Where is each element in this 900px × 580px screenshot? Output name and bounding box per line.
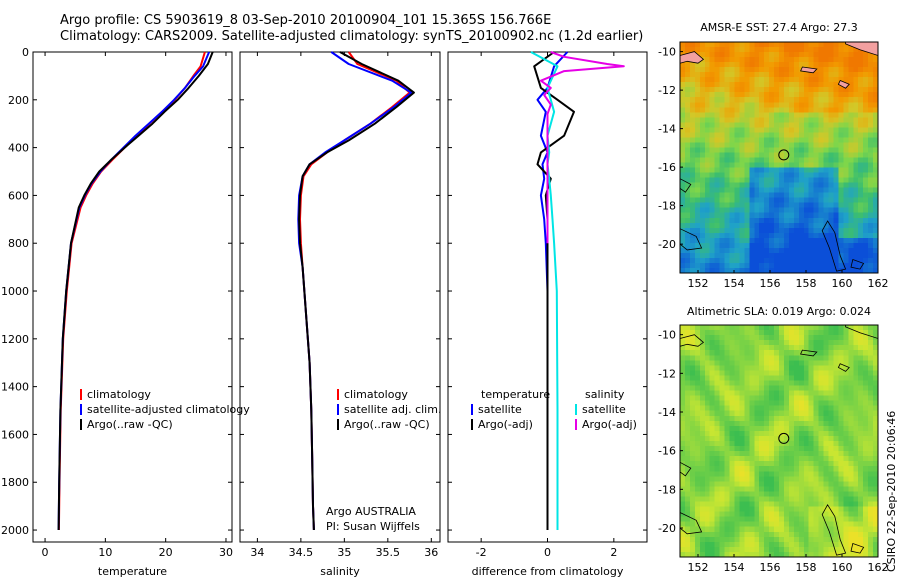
legend-entry: satellite [478, 403, 522, 416]
series-line [57, 51, 211, 531]
x-tick-label: 35.5 [376, 546, 401, 559]
map-title: AMSR-E SST: 27.4 Argo: 27.3 [700, 21, 858, 34]
series-line [536, 51, 569, 530]
coastline [821, 220, 847, 272]
y-tick-label: -20 [658, 522, 676, 535]
series-line [57, 51, 214, 531]
argo-position-marker [778, 149, 790, 161]
y-tick-label: 0 [22, 46, 29, 59]
x-tick-label: 158 [796, 561, 817, 574]
y-tick-label: 200 [8, 94, 29, 107]
y-tick-label: 1200 [1, 333, 29, 346]
y-tick-label: 400 [8, 142, 29, 155]
profile-panel-3: -2 0 2 difference from climatology temperatu… [447, 51, 648, 578]
x-tick-label: 162 [868, 277, 889, 290]
coastline [800, 66, 818, 74]
y-tick-label: -12 [658, 367, 676, 380]
x-tick-label: 0 [544, 546, 551, 559]
legend-entry: Argo(-adj) [478, 418, 533, 431]
y-tick-label: -18 [658, 200, 676, 213]
coastline [800, 349, 818, 357]
series-line [533, 51, 575, 530]
series-line [299, 51, 411, 531]
x-axis-label: difference from climatology [472, 565, 624, 578]
map-field [680, 42, 879, 274]
legend-entry: Argo(..raw -QC) [344, 418, 430, 431]
x-tick-label: 35 [337, 546, 351, 559]
series-line [298, 51, 415, 531]
argo-position-marker [778, 432, 790, 444]
x-tick-label: 36 [424, 546, 438, 559]
x-tick-label: 162 [868, 561, 889, 574]
y-tick-label: -16 [658, 161, 676, 174]
coastline [821, 504, 847, 556]
coastline [850, 258, 865, 270]
x-axis-label: temperature [98, 565, 167, 578]
x-tick-label: 154 [724, 277, 745, 290]
y-tick-label: -10 [658, 46, 676, 59]
legend-entry: Argo(-adj) [582, 418, 637, 431]
x-tick-label: 152 [688, 561, 709, 574]
annotation-line: PI: Susan Wijffels [326, 520, 420, 533]
x-axis-label: salinity [320, 565, 360, 578]
series-line [297, 51, 413, 531]
credit-label: CSIRO 22-Sep-2010 20:06:46 [885, 410, 898, 572]
y-tick-label: -18 [658, 483, 676, 496]
series-line [539, 51, 625, 244]
y-tick-label: -20 [658, 238, 676, 251]
x-tick-label: 156 [760, 277, 781, 290]
coastline [837, 79, 850, 89]
map-frame [679, 324, 879, 558]
map-panel-2: Altimetric SLA: 0.019 Argo: 0.024 152 154 1… [658, 305, 888, 574]
plot-frame [239, 51, 441, 543]
series-line [57, 51, 206, 531]
x-tick-label: 30 [219, 546, 233, 559]
legend-entry: climatology [344, 388, 408, 401]
y-tick-label: -12 [658, 84, 676, 97]
y-tick-label: -14 [658, 406, 676, 419]
y-tick-label: 1000 [1, 285, 29, 298]
x-tick-label: 0 [42, 546, 49, 559]
x-tick-label: 34.5 [289, 546, 314, 559]
x-tick-label: 160 [832, 561, 853, 574]
x-tick-label: -2 [476, 546, 487, 559]
profile-panel-2: 34 34.5 35 35.5 36 salinity climatology satelli… [239, 51, 441, 578]
y-tick-label: -14 [658, 123, 676, 136]
x-tick-label: 160 [832, 277, 853, 290]
legend-entry: satellite [582, 403, 626, 416]
x-tick-label: 152 [688, 277, 709, 290]
legend-entry: Argo(..raw -QC) [87, 418, 173, 431]
map-title: Altimetric SLA: 0.019 Argo: 0.024 [687, 305, 871, 318]
x-tick-label: 154 [724, 561, 745, 574]
x-tick-label: 2 [610, 546, 617, 559]
legend-entry: satellite adj. clim. [344, 403, 441, 416]
x-tick-label: 20 [159, 546, 173, 559]
y-tick-label: 800 [8, 237, 29, 250]
y-tick-label: 600 [8, 189, 29, 202]
y-tick-label: 1800 [1, 476, 29, 489]
annotation-line: Argo AUSTRALIA [326, 505, 416, 518]
profile-panel-1: 0 10 20 30 temperature 0 200 400 600 800 1000 1200 1… [1, 46, 250, 578]
y-tick-label: -16 [658, 445, 676, 458]
legend-heading: temperature [481, 388, 550, 401]
figure-title-line2: Climatology: CARS2009. Satellite-adjuste… [60, 29, 644, 44]
x-tick-label: 34 [250, 546, 264, 559]
x-tick-label: 10 [98, 546, 112, 559]
y-tick-label: 2000 [1, 524, 29, 537]
legend-entry: climatology [87, 388, 151, 401]
coastline [850, 542, 865, 554]
figure-title-line1: Argo profile: CS 5903619_8 03-Sep-2010 2… [60, 13, 552, 28]
legend-entry: satellite-adjusted climatology [87, 403, 250, 416]
y-tick-label: -10 [658, 329, 676, 342]
y-tick-label: 1400 [1, 381, 29, 394]
map-frame [679, 41, 879, 274]
y-tick-label: 1600 [1, 428, 29, 441]
x-tick-label: 158 [796, 277, 817, 290]
coastline [837, 363, 850, 372]
legend-heading: salinity [585, 388, 625, 401]
map-panel-1: AMSR-E SST: 27.4 Argo: 27.3 152 154 156 158 1… [658, 21, 888, 290]
x-tick-label: 156 [760, 561, 781, 574]
plot-frame [32, 51, 233, 543]
